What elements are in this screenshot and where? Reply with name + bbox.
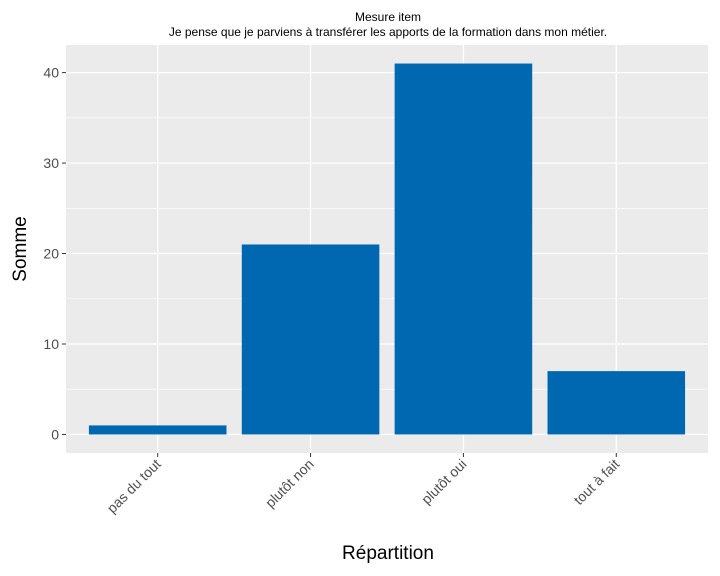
y-axis: 0 10 20 30 40 [43,65,66,442]
y-tick-label: 30 [43,155,59,171]
bar-plutôt-non [241,244,380,435]
y-axis-title: Somme [10,216,31,281]
bar-pas-du-tout [88,425,227,435]
bars [88,63,686,435]
x-tick-label: plutôt oui [418,456,469,507]
x-axis-title: Répartition [342,543,434,564]
chart-subtitle: Je pense que je parviens à transférer le… [169,25,607,39]
y-tick-label: 20 [43,246,59,262]
bar-tout-à-fait [547,371,686,435]
x-tick-label: tout à fait [570,456,622,508]
y-tick-label: 40 [43,65,59,81]
x-tick-label: plutôt non [262,456,317,511]
bar-plutôt-oui [394,63,533,435]
x-axis: pas du tout plutôt non plutôt oui tout à fa… [104,453,622,516]
y-tick-label: 0 [51,426,59,442]
x-tick-label: pas du tout [104,456,164,516]
y-tick-label: 10 [43,336,59,352]
chart-title: Mesure item [355,10,421,24]
